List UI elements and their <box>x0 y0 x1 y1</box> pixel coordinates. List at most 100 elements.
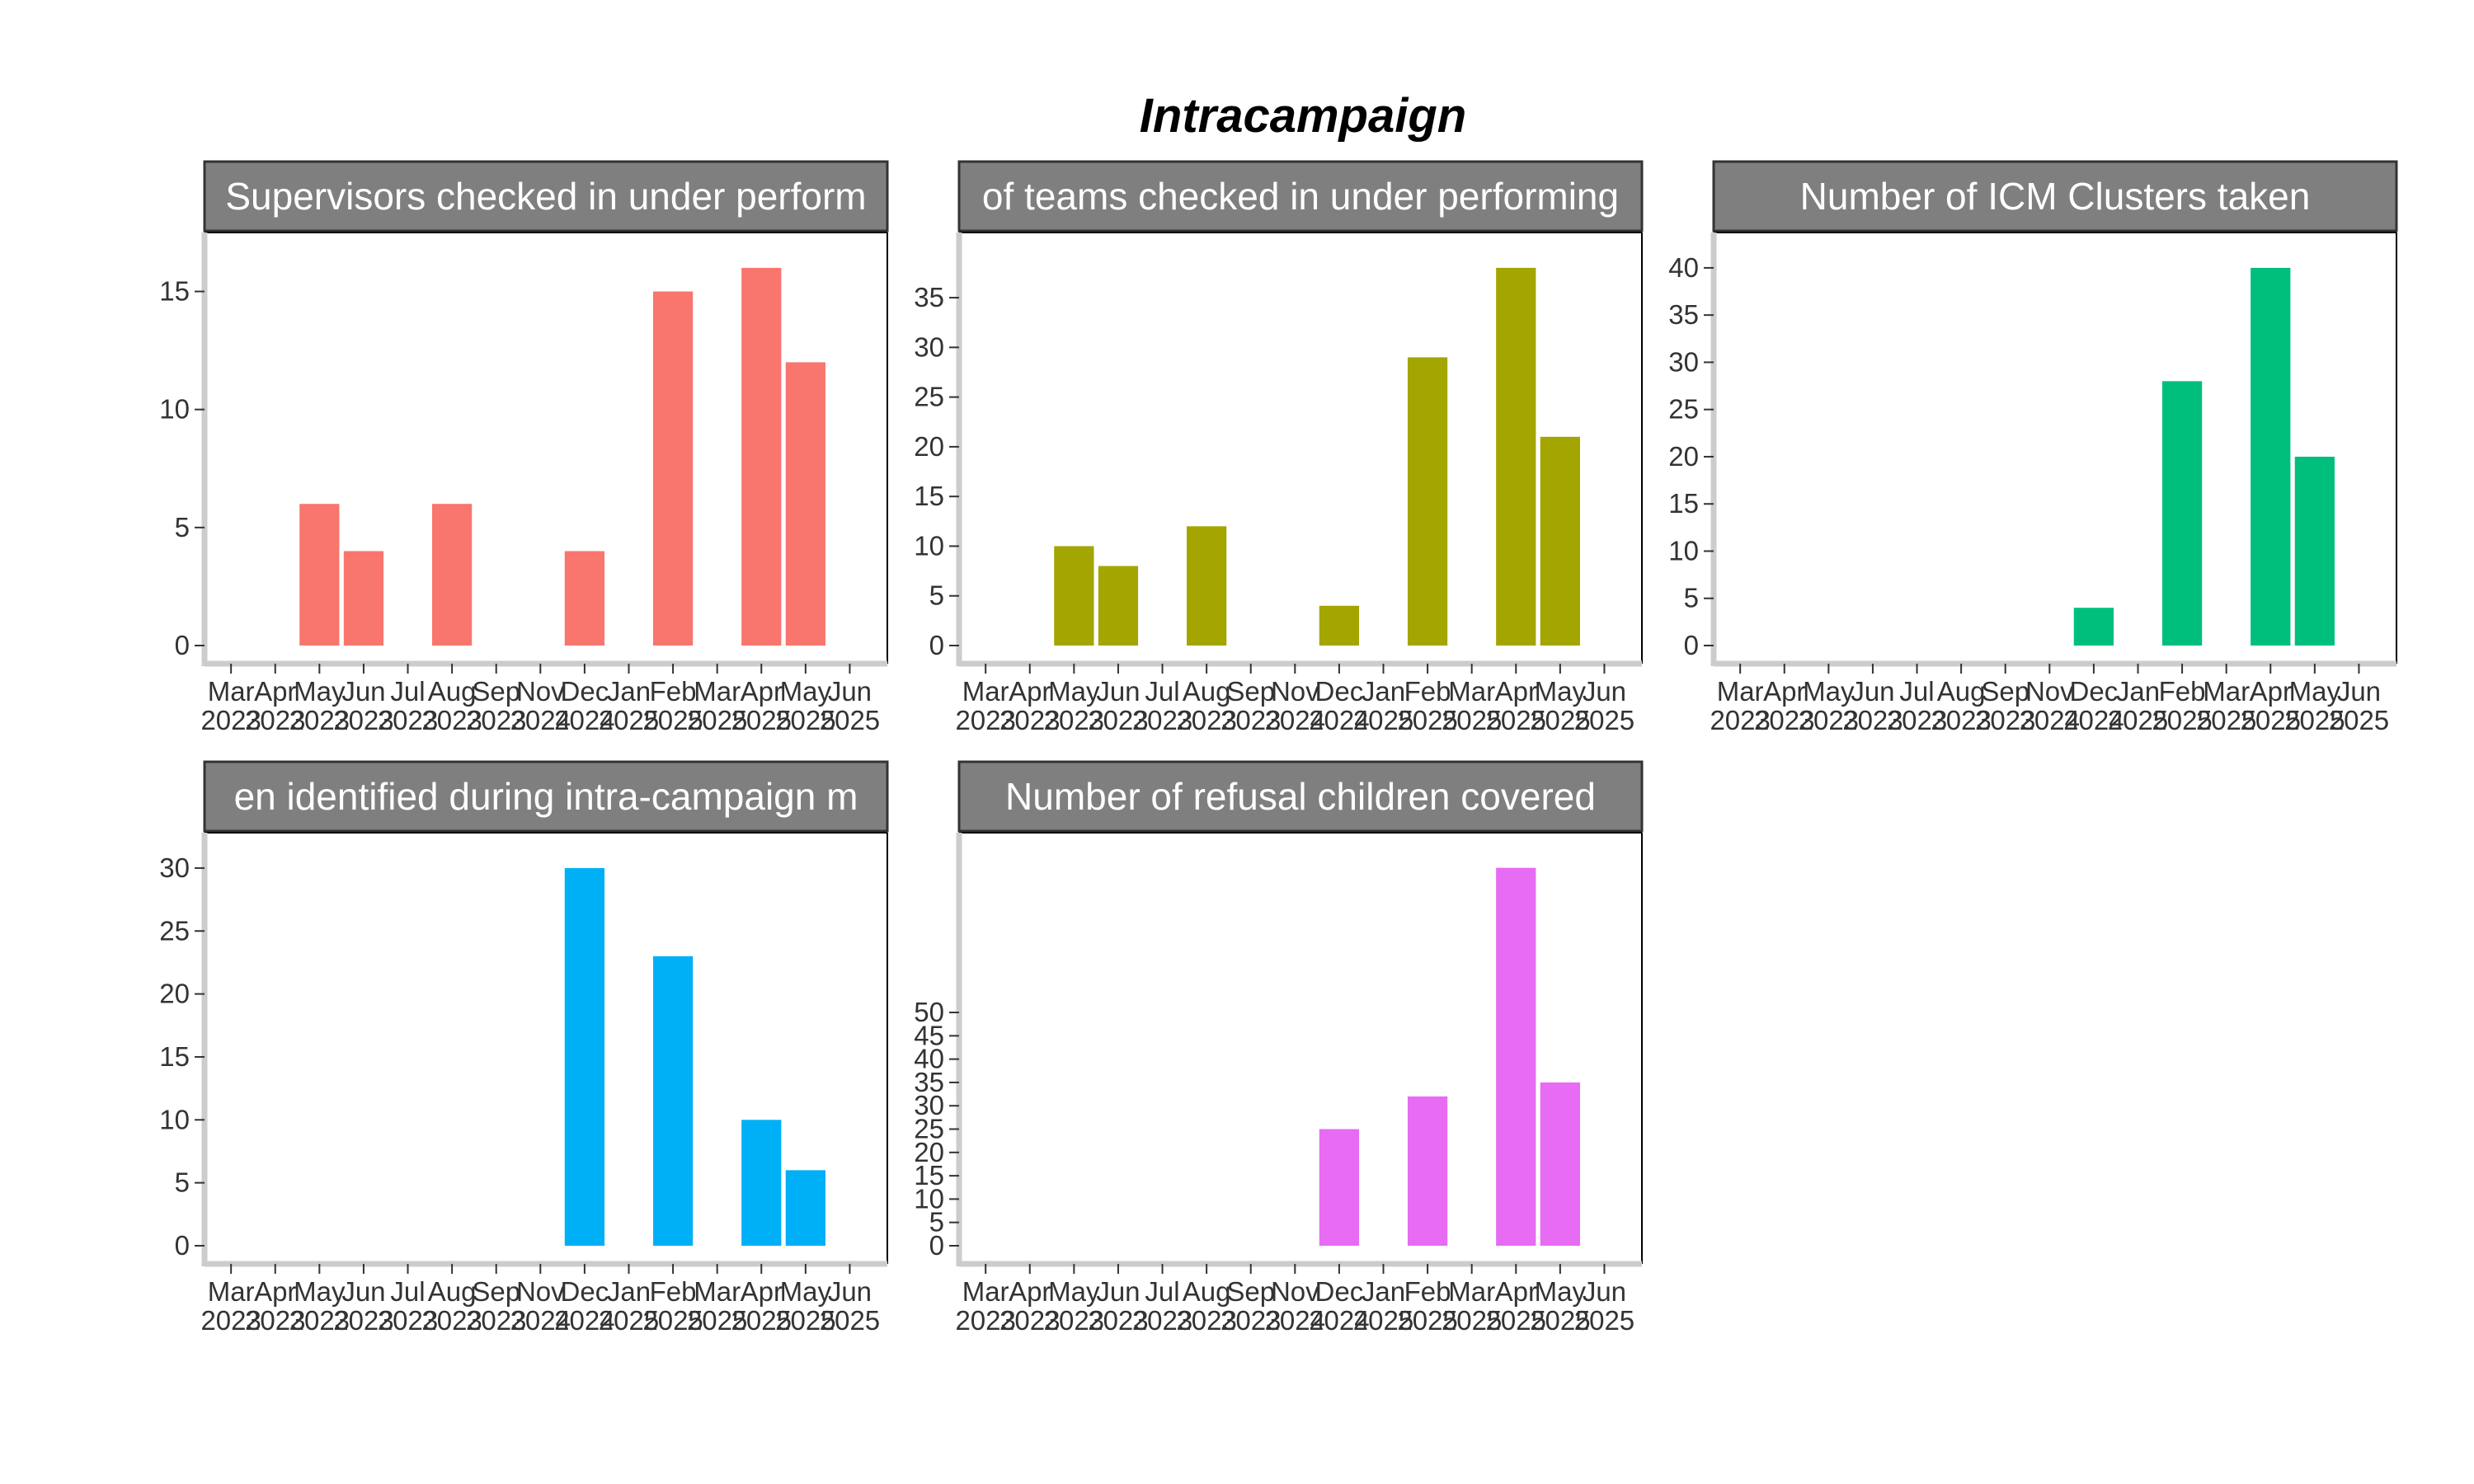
x-tick-month: Aug <box>1183 1276 1231 1307</box>
x-tick-month: Nov <box>516 1276 565 1307</box>
y-tick-label: 5 <box>1684 583 1699 613</box>
x-tick-month: Apr <box>741 1276 783 1307</box>
x-tick-year: 2025 <box>2329 705 2389 735</box>
x-tick-month: Dec <box>561 1276 609 1307</box>
bar <box>564 551 605 646</box>
x-tick-month: Mar <box>1717 676 1764 707</box>
x-tick-year: 2023 <box>999 705 1060 735</box>
x-tick-year: 2023 <box>1132 1305 1192 1336</box>
x-tick-month: Jan <box>607 1276 651 1307</box>
panel-strip <box>1712 160 2398 232</box>
x-tick-year: 2023 <box>1799 705 1859 735</box>
x-tick-month: May <box>780 1276 832 1307</box>
x-tick-month: Mar <box>1448 676 1495 707</box>
x-tick-month: May <box>1535 1276 1587 1307</box>
y-tick-label: 5 <box>929 580 944 611</box>
x-tick-year: 2023 <box>1887 705 1947 735</box>
x-tick-year: 2024 <box>554 705 614 735</box>
bar <box>2251 267 2291 646</box>
panel-strip <box>203 160 889 232</box>
x-tick-month: Feb <box>2159 676 2206 707</box>
y-tick-label: 25 <box>914 382 944 412</box>
x-tick-year: 2025 <box>599 1305 659 1336</box>
x-tick-month: Nov <box>1271 1276 1319 1307</box>
x-tick-month: Mar <box>694 1276 741 1307</box>
y-tick-label: 15 <box>914 1160 944 1190</box>
x-tick-month: Nov <box>1271 676 1319 707</box>
panel-strip <box>203 760 889 833</box>
x-tick-year: 2024 <box>1309 705 1369 735</box>
x-tick-year: 2025 <box>2241 705 2301 735</box>
x-tick-year: 2023 <box>1221 1305 1281 1336</box>
y-tick-label: 35 <box>914 1067 944 1097</box>
x-tick-month: Mar <box>694 676 741 707</box>
x-tick-month: Apr <box>741 676 783 707</box>
x-tick-year: 2023 <box>1088 1305 1148 1336</box>
x-tick-month: Sep <box>472 1276 520 1307</box>
x-tick-month: May <box>780 676 832 707</box>
y-tick-label: 30 <box>159 852 190 883</box>
bar <box>2161 381 2203 646</box>
x-tick-month: Jul <box>1899 676 1934 707</box>
x-tick-year: 2025 <box>642 705 703 735</box>
x-tick-month: Jul <box>1145 676 1179 707</box>
x-tick-year: 2023 <box>1975 705 2035 735</box>
x-tick-year: 2023 <box>200 1305 261 1336</box>
bar <box>741 267 782 646</box>
bar <box>1319 605 1360 646</box>
y-tick-label: 5 <box>175 512 190 542</box>
x-tick-year: 2023 <box>1931 705 1991 735</box>
y-tick-label: 20 <box>914 1137 944 1167</box>
y-tick-label: 35 <box>1668 299 1699 330</box>
y-tick-label: 15 <box>159 276 190 307</box>
bar <box>2073 608 2114 646</box>
x-tick-month: Dec <box>561 676 609 707</box>
x-tick-year: 2023 <box>245 1305 305 1336</box>
bar <box>1407 357 1448 646</box>
bar <box>1407 1096 1448 1246</box>
y-tick-label: 0 <box>1684 630 1699 660</box>
x-tick-year: 2025 <box>1530 1305 1590 1336</box>
x-tick-month: Apr <box>1763 676 1805 707</box>
x-tick-year: 2023 <box>466 705 526 735</box>
x-tick-year: 2025 <box>1574 705 1634 735</box>
x-tick-year: 2025 <box>2284 705 2345 735</box>
x-tick-year: 2024 <box>1309 1305 1369 1336</box>
x-tick-month: Mar <box>208 1276 255 1307</box>
x-tick-year: 2025 <box>775 705 835 735</box>
panel-strip <box>957 760 1644 833</box>
bar <box>1540 1082 1580 1246</box>
x-tick-month: May <box>1048 676 1100 707</box>
x-tick-month: Feb <box>650 1276 697 1307</box>
x-tick-year: 2025 <box>1530 705 1590 735</box>
x-tick-month: Sep <box>1981 676 2030 707</box>
x-tick-year: 2025 <box>1486 705 1546 735</box>
x-tick-month: Mar <box>962 1276 1009 1307</box>
x-tick-month: Mar <box>208 676 255 707</box>
x-tick-month: Apr <box>2250 676 2292 707</box>
x-tick-month: Apr <box>1495 1276 1537 1307</box>
x-tick-month: Mar <box>2203 676 2250 707</box>
x-tick-year: 2023 <box>999 1305 1060 1336</box>
x-tick-month: Aug <box>428 676 477 707</box>
x-tick-year: 2025 <box>1397 705 1457 735</box>
y-tick-label: 20 <box>1668 441 1699 472</box>
bar <box>785 1170 825 1246</box>
x-tick-year: 2024 <box>2020 705 2080 735</box>
y-tick-label: 5 <box>175 1167 190 1198</box>
y-tick-label: 10 <box>159 1104 190 1134</box>
bar <box>1187 526 1227 646</box>
x-tick-month: Jul <box>1145 1276 1179 1307</box>
y-tick-label: 10 <box>159 394 190 425</box>
x-tick-year: 2023 <box>1044 1305 1104 1336</box>
x-tick-year: 2023 <box>1132 705 1192 735</box>
x-tick-year: 2025 <box>820 705 880 735</box>
panel-4: en identified during intra-campaign m 0 5 1… <box>159 760 889 1336</box>
y-tick-label: 50 <box>914 997 944 1027</box>
x-tick-year: 2024 <box>1265 1305 1325 1336</box>
x-tick-month: Apr <box>254 676 296 707</box>
x-tick-year: 2023 <box>1710 705 1770 735</box>
y-tick-label: 10 <box>914 1183 944 1214</box>
x-tick-month: Apr <box>1495 676 1537 707</box>
bar <box>343 551 384 646</box>
